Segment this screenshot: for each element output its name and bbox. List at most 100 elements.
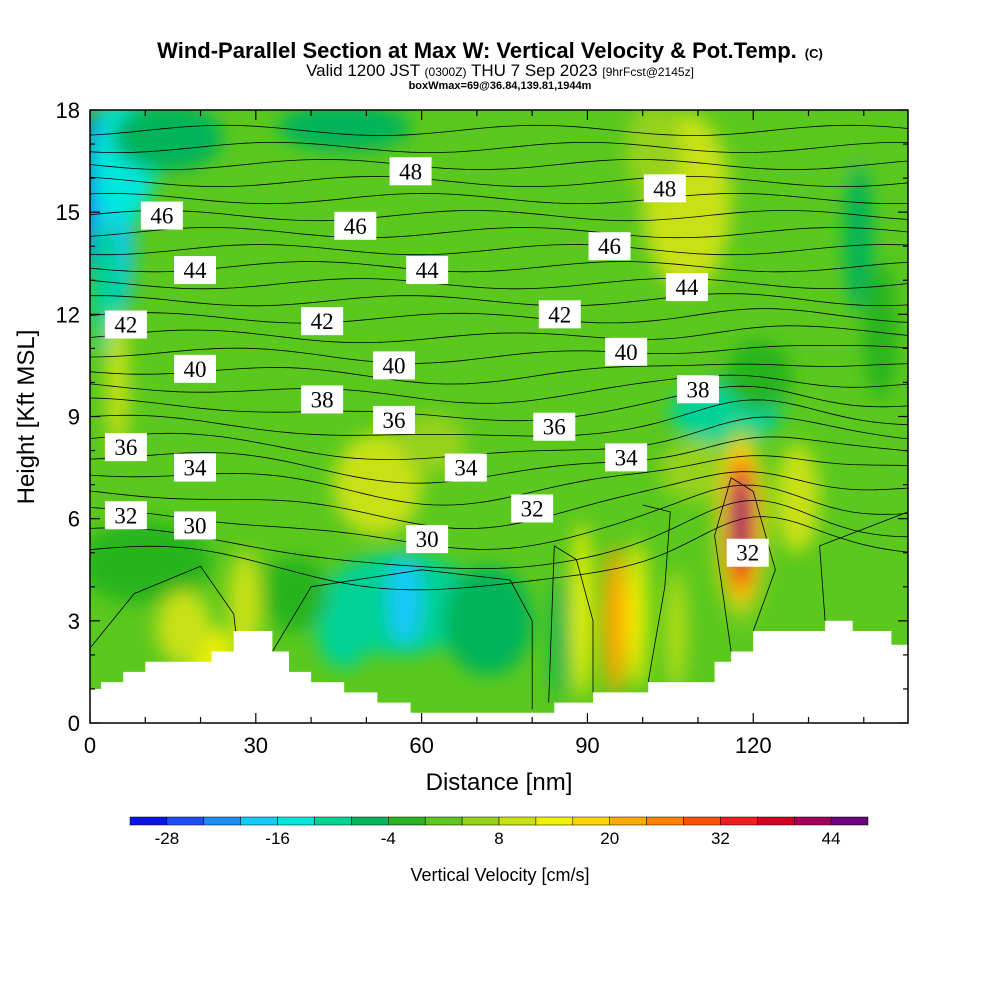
theta-contour-label-text: 44 [675, 275, 699, 300]
theta-contour-label-text: 36 [382, 408, 405, 433]
velocity-cell [725, 341, 792, 410]
velocity-cell [443, 566, 533, 676]
colorbar-swatch [609, 816, 647, 826]
theta-contour-label-text: 48 [399, 159, 422, 184]
colorbar-swatch [646, 816, 684, 826]
theta-contour-label-text: 46 [598, 234, 621, 259]
theta-contour-label: 38 [676, 375, 719, 404]
colorbar-swatch [240, 816, 278, 826]
x-axis-label: Distance [nm] [426, 769, 573, 796]
theta-contour-label-text: 34 [454, 456, 478, 481]
svg-text:Valid 1200 JST (0300Z): Valid 1200 JST (0300Z) THU 7 Sep 2023 [9… [306, 61, 694, 80]
theta-contour-label: 48 [389, 157, 432, 186]
theta-contour-label: 46 [140, 201, 183, 230]
velocity-cell [316, 586, 372, 669]
theta-contour-label: 44 [406, 256, 449, 285]
colorbar-tick-label: -16 [265, 829, 290, 848]
theta-contour-label: 46 [334, 211, 377, 240]
theta-contour-line [90, 158, 908, 171]
velocity-cell [90, 522, 212, 604]
theta-contour-loop [642, 504, 671, 683]
theta-contour-label-text: 48 [653, 176, 676, 201]
colorbar: -28 -16 -4 8 20 32 44 [129, 816, 869, 848]
colorbar-swatch [793, 816, 832, 826]
x-tick-label: 60 [409, 733, 433, 758]
theta-contour-label: 46 [588, 232, 631, 261]
theta-contour-line [90, 124, 908, 136]
theta-contour-label: 36 [104, 433, 147, 462]
theta-contour-line [90, 293, 908, 307]
theta-contour-line [90, 141, 908, 154]
velocity-cell [602, 545, 628, 696]
x-tick-label: 30 [244, 733, 268, 758]
velocity-cell [222, 416, 289, 553]
theta-contour-line [90, 484, 908, 550]
theta-contour-label: 36 [372, 405, 415, 434]
theta-contour-labels: 48 48 46 46 46 44 44 44 42 42 42 40 40 40 38 38 36 36 36 34… [104, 157, 769, 567]
velocity-cell [844, 161, 873, 311]
velocity-cell [551, 576, 569, 700]
vertical-velocity-field [90, 110, 908, 723]
y-tick-label: 6 [68, 507, 80, 532]
subtitle-utc: (0300Z) [425, 65, 467, 79]
colorbar-label: Vertical Velocity [cm/s] [410, 865, 589, 885]
colorbar-swatch [203, 816, 241, 826]
theta-contour-loop [90, 565, 240, 662]
subtitle-box-wmax: boxWmax=69@36.84,139.81,1944m [409, 80, 592, 92]
theta-contour-line [90, 385, 908, 422]
theta-contour-label-text: 30 [184, 513, 207, 538]
theta-contour-label-text: 42 [548, 302, 571, 327]
colorbar-tick-label: 44 [822, 829, 841, 848]
colorbar-swatch [129, 816, 168, 826]
velocity-cell [775, 443, 820, 553]
colorbar-swatch [351, 816, 389, 826]
theta-contour-label-text: 38 [311, 387, 334, 412]
theta-contour-label: 42 [104, 310, 147, 339]
velocity-cell [333, 433, 422, 536]
velocity-cell [228, 552, 262, 655]
colorbar-swatch [720, 816, 758, 826]
velocity-cell [571, 522, 592, 700]
copyright-mark: (C) [805, 46, 823, 61]
theta-contour-line [90, 455, 908, 506]
theta-contour-line [90, 277, 908, 290]
velocity-cell [112, 110, 223, 172]
theta-contour-label-text: 32 [736, 541, 759, 566]
colorbar-swatch [424, 816, 463, 826]
velocity-cell [277, 110, 411, 151]
velocity-cell [667, 569, 685, 693]
colorbar-tick-label: -28 [155, 829, 180, 848]
y-axis-label: Height [Kft MSL] [13, 330, 40, 505]
theta-contour-label-text: 34 [615, 445, 639, 470]
theta-contour-line [90, 192, 908, 205]
y-tick-label: 9 [68, 405, 80, 430]
y-tick-label: 18 [56, 98, 80, 123]
theta-contour-label: 30 [406, 525, 449, 554]
theta-contour-label-text: 44 [184, 258, 208, 283]
theta-contour-line [90, 227, 908, 239]
colorbar-swatch [314, 816, 352, 826]
subtitle-valid: Valid 1200 JST [306, 61, 420, 80]
theta-contour-label: 40 [605, 337, 648, 366]
theta-contour-loop [272, 569, 533, 710]
theta-contour-label-text: 30 [416, 527, 439, 552]
theta-contour-label: 32 [726, 538, 769, 567]
x-tick-label: 0 [84, 733, 96, 758]
velocity-cell [627, 539, 648, 689]
theta-contour-label: 36 [533, 412, 576, 441]
y-tick-label: 15 [56, 200, 80, 225]
colorbar-swatch [757, 816, 795, 826]
y-tick-label: 12 [56, 302, 80, 327]
theta-contour-label-text: 36 [543, 415, 566, 440]
theta-contour-label-text: 46 [344, 214, 367, 239]
theta-contour-line [90, 471, 908, 530]
y-tick-label: 3 [68, 609, 80, 634]
theta-contour-label: 42 [301, 307, 344, 336]
velocity-cell [261, 212, 439, 335]
theta-contour-label: 40 [372, 351, 415, 380]
theta-contour-loop [714, 477, 776, 652]
theta-contour-label: 42 [538, 300, 581, 329]
colorbar-swatch [277, 816, 315, 826]
theta-contour-label: 34 [174, 453, 217, 482]
